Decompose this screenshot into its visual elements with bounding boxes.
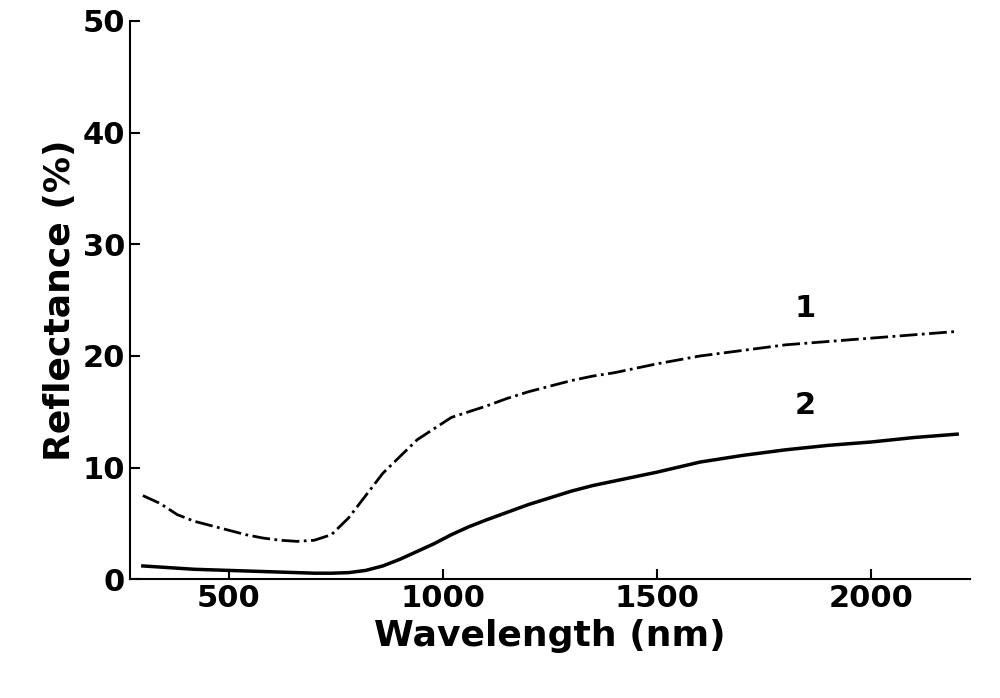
Text: 2: 2 <box>794 391 815 420</box>
X-axis label: Wavelength (nm): Wavelength (nm) <box>374 618 726 653</box>
Y-axis label: Reflectance (%): Reflectance (%) <box>43 140 77 461</box>
Text: 1: 1 <box>794 294 816 323</box>
